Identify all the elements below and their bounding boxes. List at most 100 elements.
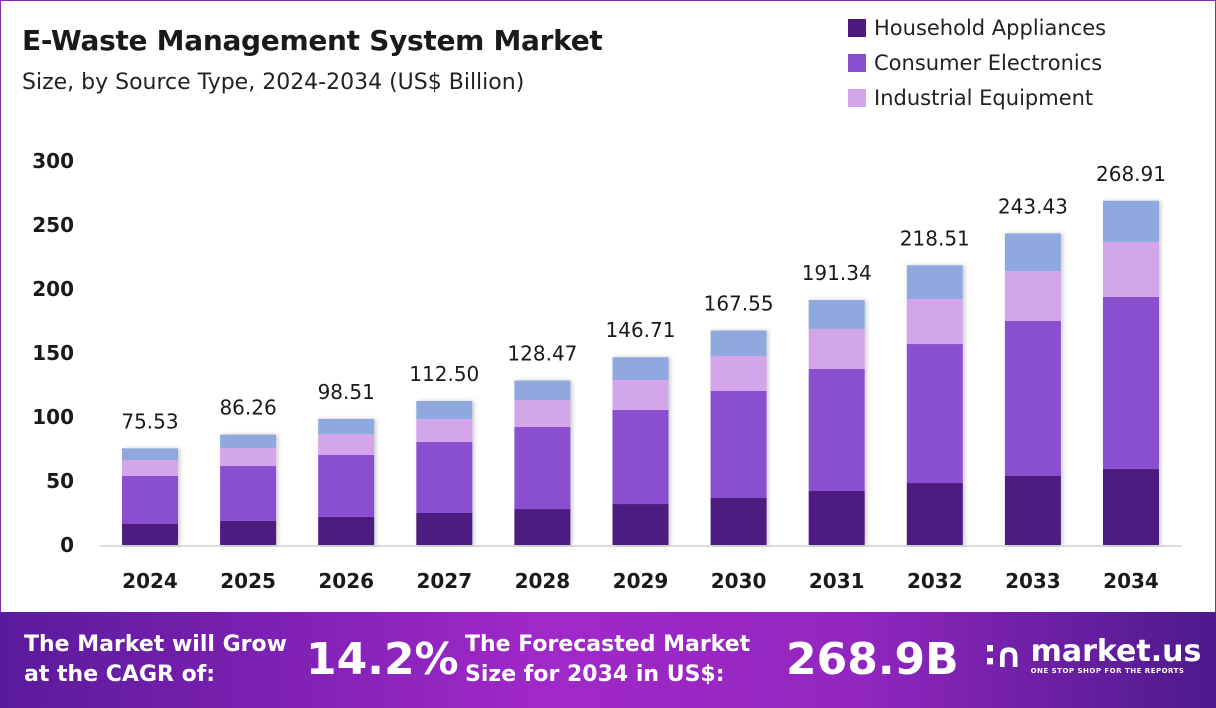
bar-total-label: 128.47 [507,342,577,366]
bar-total-label: 75.53 [121,409,178,433]
legend-swatch [848,53,866,72]
bar-segment-household-appliances [1004,476,1061,545]
forecast-label-line: The Forecasted Market [465,632,751,657]
legend-label: Consumer Electronics [874,50,1103,75]
x-tick-label: 2033 [1005,569,1061,593]
bar-segment-household-appliances [514,509,571,545]
bar-total-label: 98.51 [318,380,375,404]
bar-segment-other [808,300,865,329]
bar-segment-other [220,434,277,448]
bar-segment-household-appliances [122,524,178,545]
bar-segment-industrial-equipment [808,328,865,369]
bar-stack [416,401,473,545]
bar-segment-household-appliances [318,516,375,545]
bar-segment-other [122,448,178,461]
cagr-label: The Market will Grow at the CAGR of: [24,630,287,690]
bar-total-label: 146.71 [606,318,676,342]
bar-chart: 0 50 100 150 200 250 300 75.53 2024 86.26 2025 98.5… [32,149,1182,593]
bar-segment-household-appliances [808,490,865,545]
legend-label: Industrial Equipment [874,85,1094,110]
bar-total-label: 167.55 [704,292,774,316]
bar-segment-industrial-equipment [514,399,571,427]
bar-stack [318,418,375,545]
bar-segment-consumer-electronics [612,409,669,505]
bar-segment-household-appliances [220,520,277,545]
cagr-label-line: at the CAGR of: [24,662,216,687]
bar-segment-industrial-equipment [1004,271,1061,321]
bar-total-label: 218.51 [900,226,970,250]
x-tick-label: 2034 [1103,569,1159,593]
bar-segment-consumer-electronics [514,426,571,510]
forecast-label-line: Size for 2034 in US$: [465,662,725,687]
forecast-value: 268.9B [786,634,959,685]
bar-segment-industrial-equipment [710,355,767,392]
x-tick-label: 2031 [809,569,865,593]
bar-segment-household-appliances [612,504,669,545]
bar-segment-other [416,401,473,420]
bar-segment-other [612,357,669,381]
legend: Household Appliances Consumer Electronic… [848,10,1106,115]
bar-segment-industrial-equipment [1103,242,1159,297]
bar-total-label: 112.50 [409,362,479,386]
bar-segment-industrial-equipment [122,460,178,476]
y-tick-label: 100 [32,405,74,429]
x-tick-label: 2032 [907,569,963,593]
bar-stack [220,434,277,545]
cagr-label-line: The Market will Grow [24,632,287,657]
bar-stack [122,448,178,545]
bar-segment-consumer-electronics [318,455,375,517]
bar-segment-other [906,265,963,299]
x-tick-label: 2024 [122,569,178,593]
bar-total-label: 268.91 [1096,162,1166,186]
bar-segment-consumer-electronics [1103,296,1159,469]
bar-stack [1004,233,1061,545]
y-tick-label: 0 [60,533,74,557]
bar-segment-industrial-equipment [220,447,277,467]
bar-segment-household-appliances [416,513,473,545]
bar-segment-other [514,380,571,400]
bar-stack [906,265,963,545]
bar-stack [1103,200,1159,545]
bar-segment-industrial-equipment [416,419,473,442]
x-tick-label: 2029 [613,569,669,593]
chart-title: E-Waste Management System Market [22,24,603,57]
logo-icon: ∶∩ [985,636,1023,676]
bar-segment-industrial-equipment [318,434,375,456]
bar-segment-consumer-electronics [808,369,865,491]
bar-segment-consumer-electronics [906,344,963,484]
x-tick-label: 2030 [711,569,767,593]
market-us-logo: ∶∩ market.us ONE STOP SHOP FOR THE REPOR… [985,636,1201,676]
footer-banner: The Market will Grow at the CAGR of: 14.… [0,612,1216,708]
bar-stack [710,330,767,545]
bar-segment-household-appliances [1103,468,1159,545]
x-tick-label: 2025 [220,569,276,593]
bar-stack [612,357,669,545]
bar-segment-other [318,418,375,435]
y-tick-label: 250 [32,213,74,237]
bar-segment-consumer-electronics [1004,321,1061,477]
bar-segment-other [1103,200,1159,243]
chart-subtitle: Size, by Source Type, 2024-2034 (US$ Bil… [22,70,525,95]
bar-total-label: 86.26 [219,396,276,420]
bar-stack [808,300,865,545]
bar-segment-industrial-equipment [906,298,963,345]
bar-segment-consumer-electronics [122,475,178,525]
x-tick-label: 2028 [515,569,571,593]
legend-swatch [848,88,866,107]
cagr-value: 14.2% [306,634,459,685]
x-tick-label: 2027 [416,569,472,593]
bar-segment-household-appliances [906,483,963,545]
bar-segment-other [710,330,767,356]
y-tick-label: 200 [32,277,74,301]
logo-name: market.us [1030,634,1202,669]
legend-swatch [848,18,866,37]
legend-label: Household Appliances [874,15,1107,40]
bar-total-label: 191.34 [802,261,872,285]
bar-segment-household-appliances [710,498,767,545]
bar-segment-industrial-equipment [612,380,669,410]
bar-total-label: 243.43 [998,194,1068,218]
bar-segment-consumer-electronics [416,441,473,513]
y-tick-label: 300 [32,149,74,173]
bar-segment-consumer-electronics [220,466,277,521]
x-tick-label: 2026 [318,569,374,593]
